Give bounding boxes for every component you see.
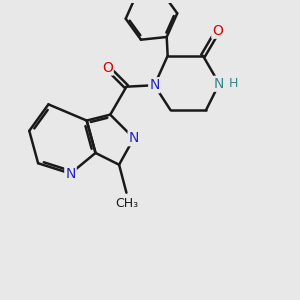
- Text: O: O: [212, 24, 223, 38]
- Text: H: H: [229, 77, 238, 90]
- Text: O: O: [102, 61, 113, 75]
- Text: N: N: [65, 167, 76, 181]
- Text: N: N: [149, 78, 160, 92]
- Text: CH₃: CH₃: [115, 197, 138, 210]
- Text: N: N: [214, 77, 224, 91]
- Text: N: N: [129, 131, 139, 145]
